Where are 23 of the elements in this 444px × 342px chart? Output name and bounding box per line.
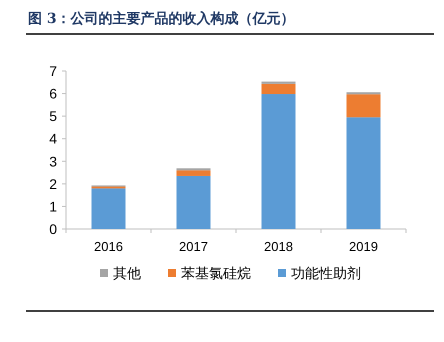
bar (262, 84, 296, 94)
bar (92, 188, 126, 229)
y-tick-label: 6 (49, 86, 58, 102)
y-tick-label: 4 (49, 130, 58, 147)
x-tick-label: 2016 (94, 239, 123, 254)
x-tick-label: 2018 (264, 239, 293, 254)
legend-label: 苯基氯硅烷 (181, 265, 251, 281)
y-tick-label: 2 (49, 176, 58, 192)
y-tick-label: 7 (49, 63, 58, 79)
bar (262, 94, 296, 229)
y-tick-label: 3 (49, 153, 58, 170)
legend-label: 其他 (113, 265, 141, 281)
y-tick-label: 5 (49, 108, 58, 124)
bar (346, 117, 380, 229)
x-tick-label: 2017 (179, 239, 208, 254)
y-tick-label: 0 (49, 221, 58, 237)
x-tick-label: 2019 (349, 239, 378, 254)
legend-label: 功能性助剂 (291, 265, 361, 281)
chart-title: 图 3：公司的主要产品的收入构成（亿元） (28, 10, 295, 27)
bar (176, 170, 210, 176)
bar (176, 176, 210, 229)
bar (346, 94, 380, 118)
y-tick-label: 1 (49, 198, 58, 214)
